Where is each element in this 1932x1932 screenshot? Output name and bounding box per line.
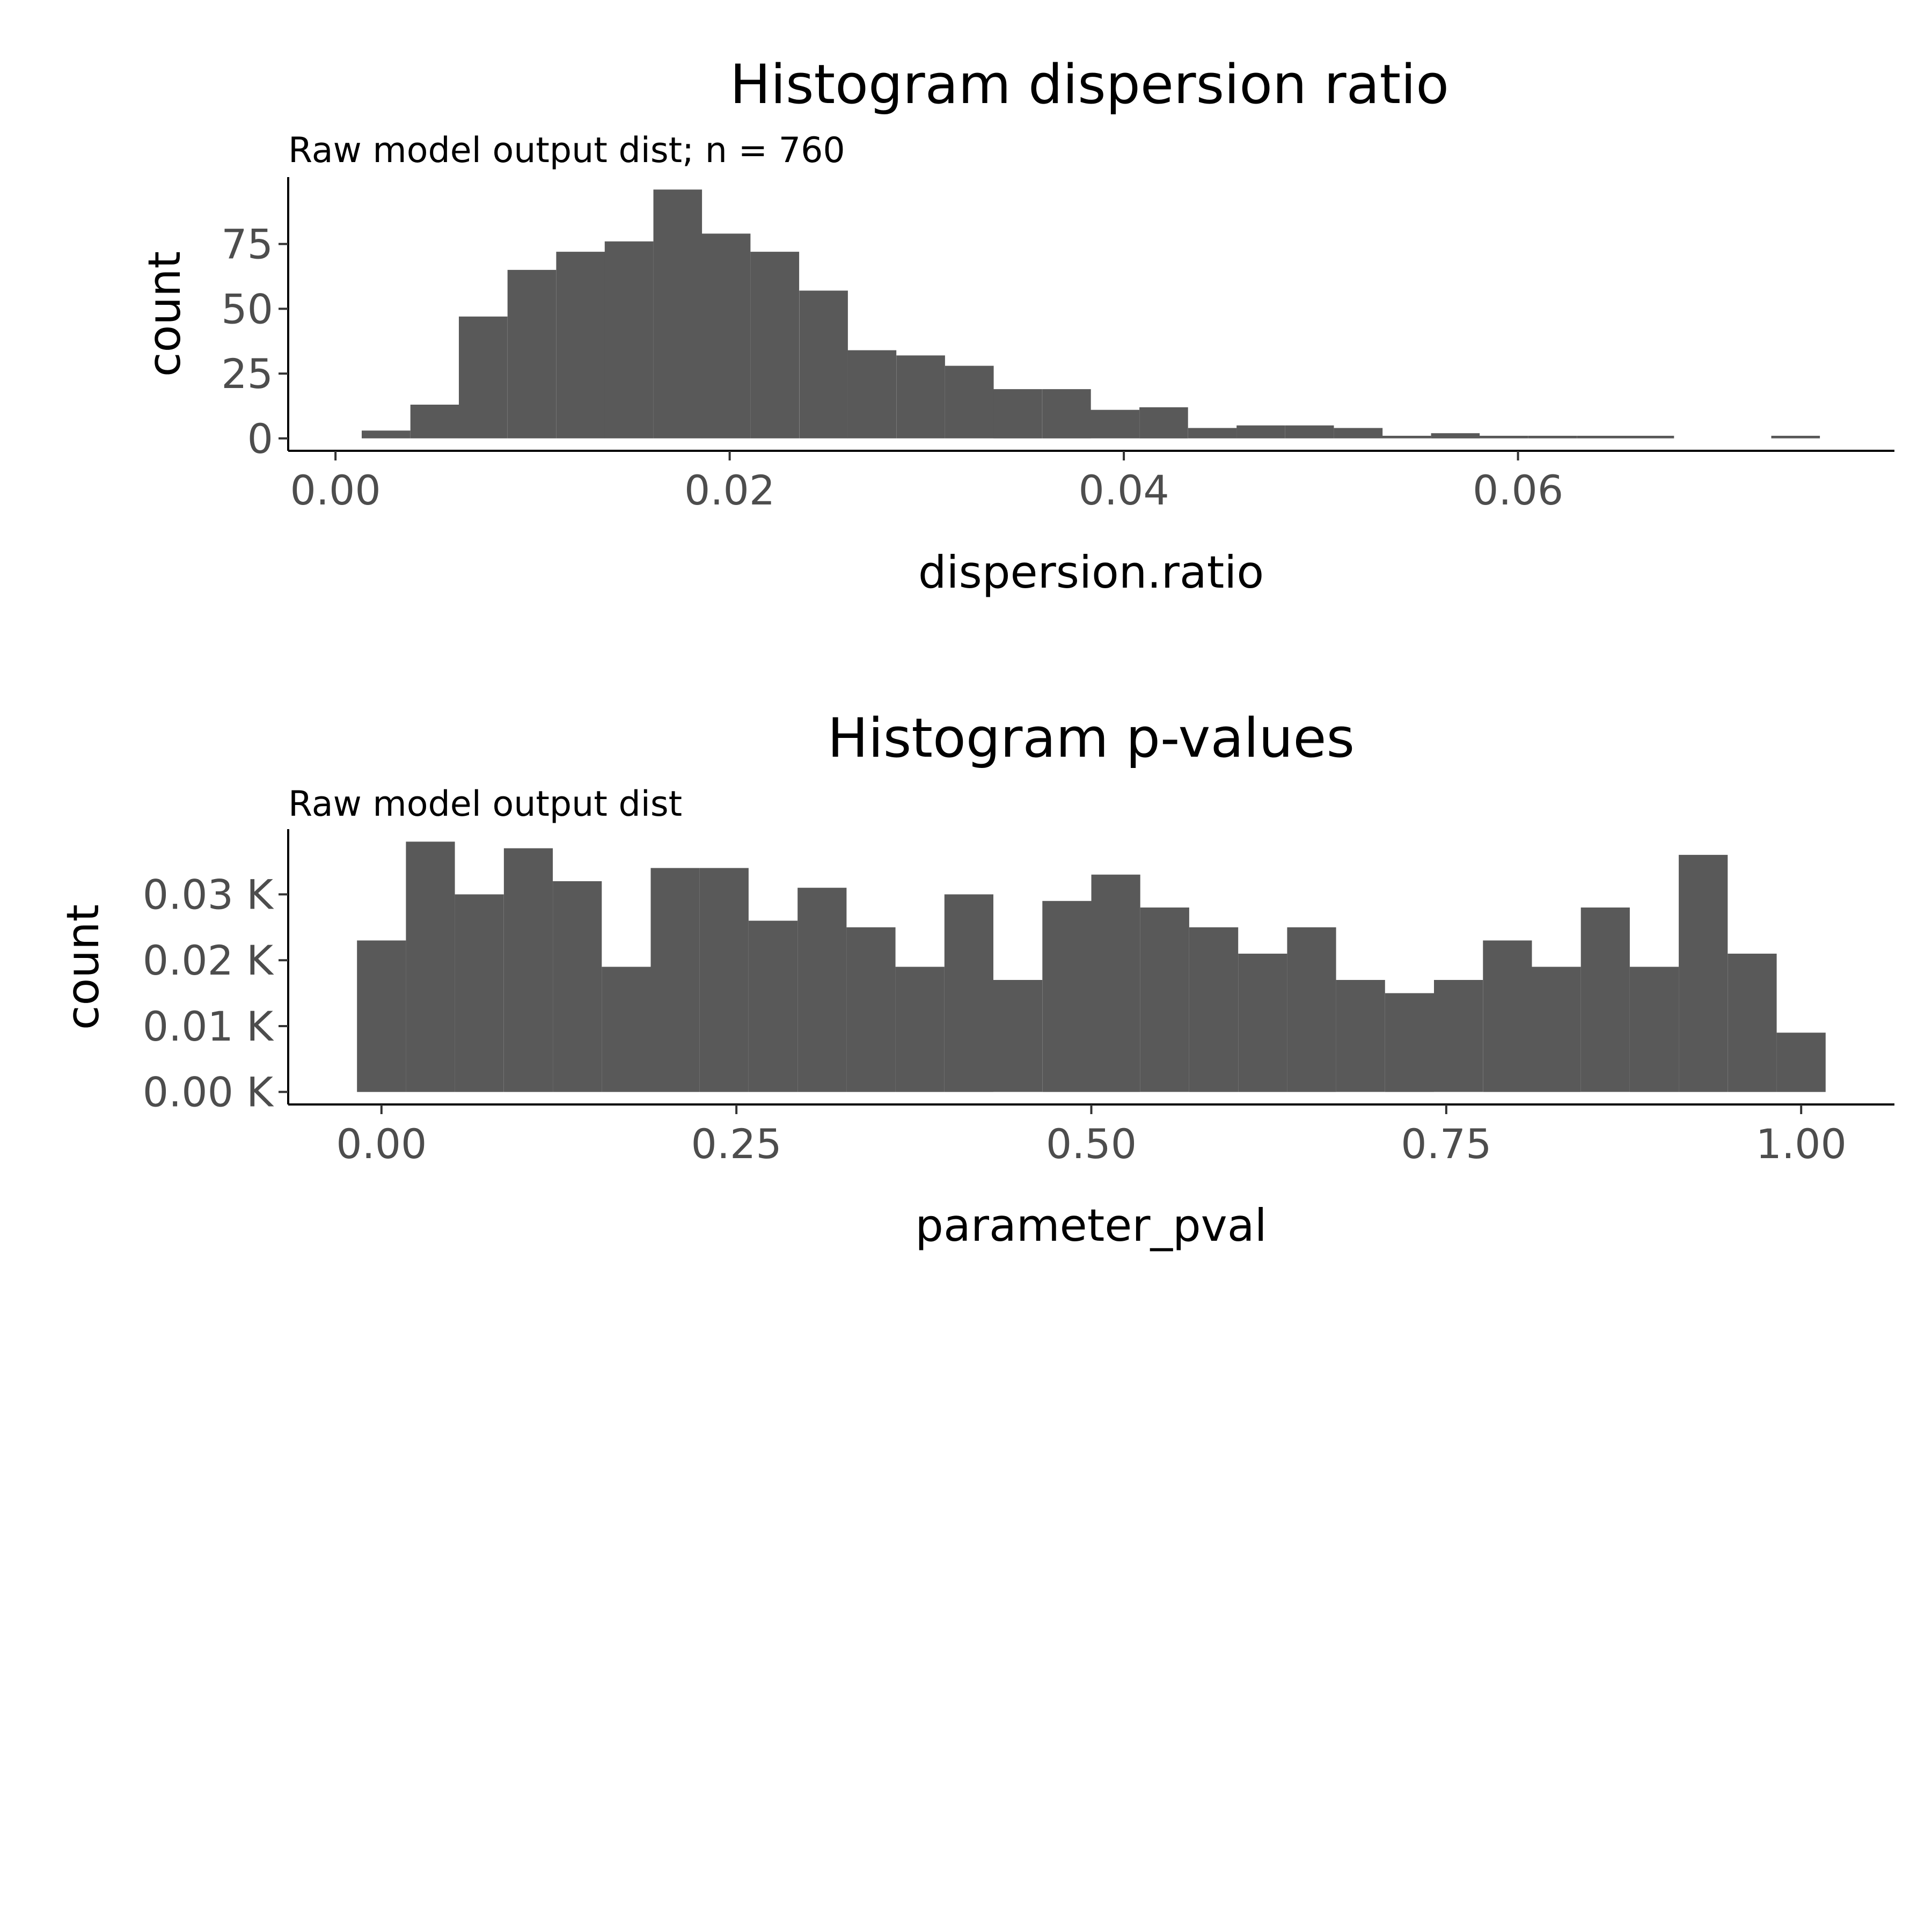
histogram-bar (1577, 436, 1626, 438)
histogram-bars (362, 189, 1820, 438)
histogram-bar (455, 894, 504, 1092)
x-tick-label: 0.06 (1473, 466, 1563, 514)
x-axis-label: dispersion.ratio (918, 546, 1264, 598)
y-axis-label: count (57, 904, 109, 1030)
histogram-bar (1728, 954, 1777, 1092)
y-axis-ticks: 0 25 50 75 (221, 221, 288, 463)
histogram-bar (1771, 436, 1820, 438)
histogram-bar (1140, 908, 1189, 1092)
histogram-bar (459, 316, 508, 438)
histogram-bar (1528, 436, 1577, 438)
histogram-bar (1238, 954, 1287, 1092)
histogram-bar (1285, 425, 1334, 438)
chart-subtitle: Raw model output dist (288, 784, 682, 824)
histogram-bar (896, 355, 945, 438)
histogram-bar (1480, 436, 1528, 438)
histogram-bar (1434, 980, 1483, 1092)
histogram-bar (944, 894, 993, 1092)
histogram-bar (1139, 407, 1188, 438)
histogram-bar (553, 881, 602, 1092)
y-tick-label: 50 (221, 285, 273, 333)
histogram-bar (1382, 436, 1431, 438)
histogram-bar (653, 189, 702, 438)
histogram-bar (1091, 874, 1140, 1092)
histogram-bar (503, 848, 553, 1092)
histogram-bar (1042, 901, 1092, 1092)
histogram-bar (749, 920, 798, 1092)
y-tick-label: 0.02 K (143, 936, 274, 984)
histogram-bar (357, 940, 406, 1092)
histogram-bar (1629, 967, 1679, 1092)
histogram-bar (1679, 854, 1728, 1092)
histogram-bar (1336, 980, 1385, 1092)
histogram-bar (1188, 428, 1237, 438)
histogram-bar (1042, 389, 1091, 438)
histogram-bar (1385, 993, 1434, 1092)
histogram-bar (1189, 927, 1239, 1092)
histogram-bar (1625, 436, 1674, 438)
p-values-panel: Histogram p-values Raw model output dist… (57, 706, 1894, 1252)
histogram-bar (1776, 1033, 1826, 1092)
x-tick-label: 1.00 (1756, 1120, 1847, 1168)
histogram-bar (1236, 425, 1285, 438)
histogram-bar (1580, 908, 1630, 1092)
x-tick-label: 0.00 (290, 466, 381, 514)
chart-title: Histogram dispersion ratio (730, 53, 1449, 116)
histogram-bar (846, 927, 896, 1092)
histogram-bar (895, 967, 945, 1092)
y-tick-label: 0.01 K (143, 1002, 274, 1050)
histogram-bar (750, 252, 800, 438)
y-axis-label: count (138, 251, 191, 377)
y-tick-label: 75 (221, 221, 273, 268)
histogram-bar (797, 888, 847, 1092)
x-axis-label: parameter_pval (915, 1199, 1267, 1252)
x-tick-label: 0.02 (684, 466, 775, 514)
x-tick-label: 0.50 (1046, 1120, 1137, 1168)
histogram-bars (357, 841, 1826, 1092)
histogram-bar (406, 841, 455, 1092)
histogram-bar (1431, 433, 1480, 438)
histogram-bar (362, 430, 411, 438)
histogram-bar (1287, 927, 1336, 1092)
histogram-bar (847, 350, 897, 438)
histogram-bar (993, 980, 1043, 1092)
y-tick-label: 0.00 K (143, 1069, 274, 1116)
histogram-bar (1532, 967, 1581, 1092)
x-axis-ticks: 0.00 0.02 0.04 0.06 (290, 451, 1563, 514)
dispersion-ratio-panel: Histogram dispersion ratio Raw model out… (138, 53, 1894, 598)
histogram-bar (699, 868, 749, 1092)
x-tick-label: 0.25 (691, 1120, 782, 1168)
histogram-bar (1334, 428, 1383, 438)
histogram-bar (556, 252, 605, 438)
histogram-bar (1483, 940, 1532, 1092)
histogram-bar (993, 389, 1042, 438)
histogram-bar (604, 241, 654, 438)
histogram-bar (507, 269, 557, 438)
x-tick-label: 0.00 (336, 1120, 427, 1168)
histogram-bar (701, 233, 751, 438)
histogram-bar (1091, 409, 1139, 438)
y-tick-label: 0 (247, 415, 273, 463)
histogram-bar (650, 868, 700, 1092)
chart-title: Histogram p-values (828, 706, 1355, 770)
histogram-bar (410, 405, 459, 438)
histogram-bar (799, 290, 848, 438)
histogram-bar (945, 365, 994, 438)
y-axis-ticks: 0.00 K 0.01 K 0.02 K 0.03 K (143, 871, 288, 1116)
histogram-bar (602, 967, 651, 1092)
y-tick-label: 25 (221, 350, 273, 398)
x-tick-label: 0.04 (1078, 466, 1169, 514)
x-tick-label: 0.75 (1401, 1120, 1491, 1168)
y-tick-label: 0.03 K (143, 871, 274, 919)
x-axis-ticks: 0.00 0.25 0.50 0.75 1.00 (336, 1104, 1847, 1168)
chart-subtitle: Raw model output dist; n = 760 (288, 130, 845, 171)
